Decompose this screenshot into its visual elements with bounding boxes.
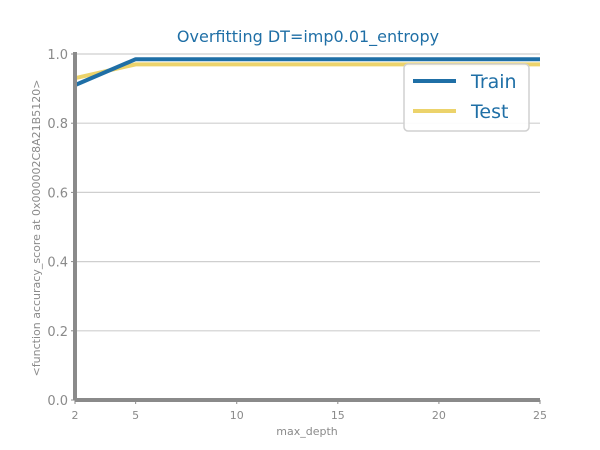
series-line-train [74, 57, 540, 87]
axes [73, 52, 540, 402]
x-axis-label: max_depth [276, 425, 338, 438]
legend-label-test: Test [470, 101, 508, 123]
chart-title: Overfitting DT=imp0.01_entropy [177, 27, 439, 47]
y-tick-label-4: 0.8 [47, 117, 68, 132]
x-tick-label-0: 2 [72, 409, 79, 422]
y-axis-label: <function accuracy_score at 0x000002C8A2… [30, 80, 43, 377]
y-ticks: 0.0 0.2 0.4 0.6 0.8 1.0 [47, 48, 75, 409]
y-tick-label-2: 0.4 [47, 256, 68, 271]
y-tick-label-3: 0.6 [47, 186, 68, 201]
y-tick-label-1: 0.2 [47, 325, 68, 340]
legend: Train Test [403, 63, 530, 132]
x-tick-label-1: 5 [132, 409, 139, 422]
x-tick-label-4: 20 [432, 409, 446, 422]
legend-label-train: Train [470, 71, 517, 93]
x-tick-label-5: 25 [533, 409, 547, 422]
y-tick-label-5: 1.0 [47, 48, 68, 63]
x-tick-label-2: 10 [230, 409, 244, 422]
y-tick-label-0: 0.0 [47, 394, 68, 409]
x-tick-label-3: 15 [331, 409, 345, 422]
x-ticks: 2 5 10 15 20 25 [72, 400, 547, 422]
